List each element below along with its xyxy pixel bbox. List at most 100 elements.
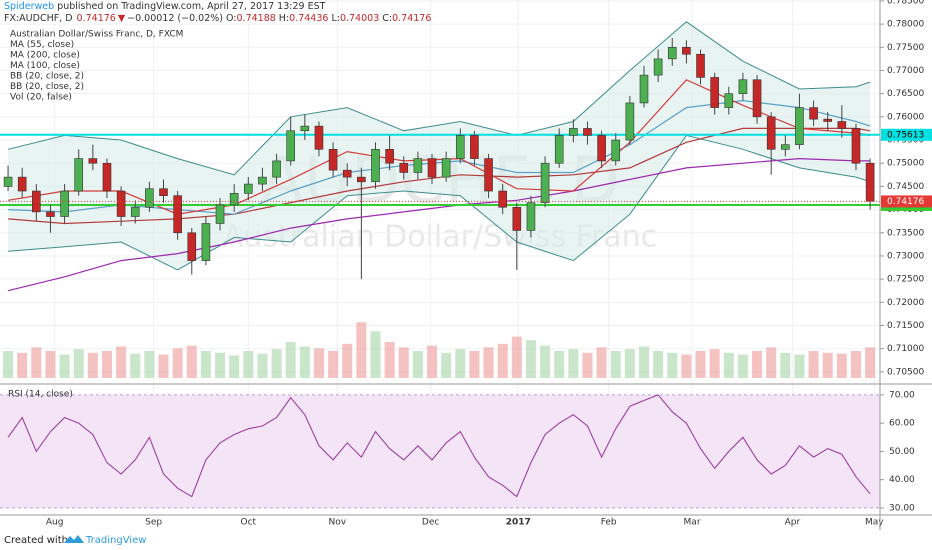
- volume-bar: [172, 348, 183, 378]
- volume-bar: [412, 351, 423, 378]
- volume-bar: [737, 354, 748, 378]
- ohlc-value: 0.74436: [289, 13, 328, 24]
- legend-entry: BB (20, close, 2): [10, 72, 84, 82]
- volume-bar: [525, 340, 536, 378]
- ohlc-value: 0.74188: [237, 13, 276, 24]
- plot-area: 0.70500 0.71000 0.71500 0.72000 0.72500 0.730…: [0, 0, 932, 528]
- y-tick-label: 0.77000: [887, 66, 924, 76]
- volume-bar: [667, 352, 678, 378]
- x-tick-label: Nov: [329, 518, 347, 528]
- arrow: ▼: [118, 13, 126, 24]
- candle-body: [625, 102, 635, 141]
- candle-body: [682, 46, 691, 55]
- y-tick-label: 0.70500: [887, 367, 924, 377]
- candle-body: [569, 128, 578, 136]
- volume-bar: [836, 353, 847, 378]
- candle-body: [300, 125, 310, 132]
- volume-bar: [356, 322, 367, 378]
- price-marker: [881, 128, 932, 141]
- candle-body: [498, 190, 507, 208]
- candle-body: [427, 158, 437, 178]
- ohlc-value: 0.74176: [392, 13, 431, 24]
- footer-brand[interactable]: TradingView: [85, 535, 146, 546]
- legend-entry: MA (100, close): [10, 61, 80, 71]
- x-tick-label: May: [865, 518, 884, 528]
- y-tick-label: 0.75000: [887, 159, 924, 169]
- volume-bar: [653, 351, 664, 378]
- candle-body: [837, 121, 847, 129]
- volume-bar: [45, 351, 56, 378]
- volume-bar: [695, 351, 706, 378]
- candle-body: [441, 158, 451, 178]
- candle-body: [201, 223, 211, 261]
- header-bg: [0, 0, 300, 24]
- candle-body: [413, 158, 423, 173]
- volume-bar: [511, 336, 522, 378]
- volume-bar: [766, 347, 777, 378]
- ohlc-value: 0.74003: [340, 13, 379, 24]
- footer-created: Created with: [4, 535, 68, 546]
- volume-bar: [384, 342, 395, 378]
- volume-bar: [469, 351, 480, 378]
- candle-body: [88, 158, 98, 164]
- candle-body: [145, 188, 154, 208]
- volume-bar: [582, 352, 593, 378]
- candle-body: [484, 158, 493, 192]
- symbol: FX:AUDCHF, D: [4, 13, 73, 24]
- volume-bar: [130, 353, 141, 378]
- candle-body: [540, 162, 550, 203]
- volume-bar: [328, 351, 339, 378]
- candle-body: [314, 125, 324, 150]
- rsi-label: RSI (14, close): [8, 390, 73, 400]
- candle-body: [229, 193, 239, 206]
- volume-bar: [144, 351, 155, 378]
- volume-bar: [427, 345, 438, 378]
- bb-band: [8, 134, 871, 271]
- logo-icon: [64, 535, 84, 543]
- published: published on TradingView.com, April 27, …: [54, 1, 325, 12]
- candle-body: [46, 211, 55, 217]
- rsi-tick-label: 60.00: [889, 419, 915, 429]
- legend-entry: Australian Dollar/Swiss Franc, D, FXCM: [10, 30, 183, 40]
- rsi-tick-label: 30.00: [889, 503, 915, 513]
- volume-bar: [441, 352, 452, 378]
- legend-entry: MA (200, close): [10, 51, 80, 61]
- volume-bar: [186, 345, 197, 378]
- header: Spiderweb published on TradingView.com, …: [0, 0, 431, 24]
- ohlc-key: C:: [382, 13, 392, 24]
- legend-entry: BB (20, close, 2): [10, 82, 84, 92]
- candle-body: [696, 53, 705, 78]
- volume-bar: [497, 343, 508, 378]
- y-tick-label: 0.78500: [887, 0, 924, 6]
- candle-body: [667, 46, 677, 60]
- volume-bar: [780, 352, 791, 378]
- volume-bar: [568, 349, 579, 378]
- candle-body: [187, 232, 197, 261]
- author[interactable]: Spiderweb: [4, 1, 54, 12]
- volume-bar: [158, 354, 169, 378]
- volume-bar: [101, 351, 112, 378]
- candle-body: [159, 188, 168, 196]
- y-tick-label: 0.77500: [887, 43, 924, 53]
- candle-body: [342, 169, 352, 178]
- rsi-line: [7, 394, 871, 498]
- volume-bar: [681, 354, 692, 378]
- candle-body: [795, 107, 804, 145]
- volume-bar: [299, 346, 310, 378]
- candle-body: [215, 204, 225, 224]
- candle-body: [328, 149, 338, 171]
- volume-bar: [243, 351, 254, 378]
- x-tick-label: Dec: [422, 518, 439, 528]
- x-tick-label: Oct: [241, 518, 257, 528]
- candle-body: [597, 135, 606, 162]
- y-tick-label: 0.71000: [887, 344, 924, 354]
- volume-bar: [31, 347, 42, 378]
- volume-bar: [285, 342, 296, 378]
- candle-body: [243, 183, 253, 194]
- candle-body: [710, 77, 719, 108]
- ohlc-key: O:: [226, 13, 237, 24]
- candle-body: [809, 107, 818, 120]
- candle-body: [258, 176, 267, 185]
- candle-body: [357, 176, 366, 183]
- candle-body: [766, 116, 776, 150]
